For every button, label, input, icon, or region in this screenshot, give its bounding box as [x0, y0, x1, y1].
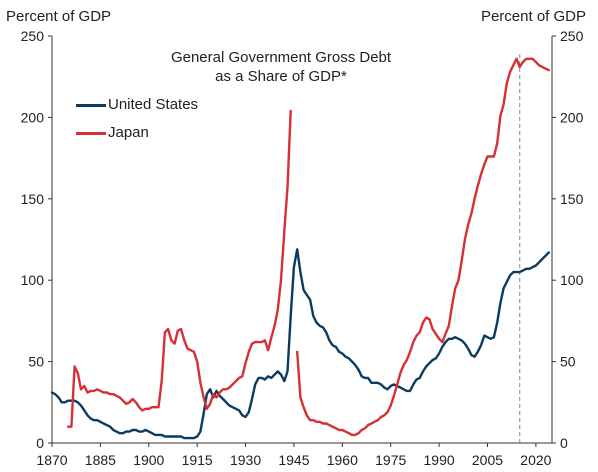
series-line-japan-segment-1	[66, 109, 292, 428]
x-tick-label: 1975	[375, 452, 406, 468]
y-tick-label-right: 150	[560, 191, 584, 207]
x-tick-label: 1885	[85, 452, 116, 468]
series-line-united-states	[50, 248, 550, 440]
right-axis-unit-label: Percent of GDP	[480, 8, 586, 25]
y-tick-label-right: 200	[560, 109, 584, 125]
y-tick-label-left: 150	[21, 191, 45, 207]
x-axis-ticks: 1870 1885 1900 1915 1930 1945 1960 1975 1990 2005…	[36, 443, 552, 468]
y-tick-label-left: 50	[28, 354, 44, 370]
chart-title: General Government Gross Debt	[170, 49, 392, 66]
y-axis-ticks: 0 0 50 50 100 100 150 150 200 200 250 250	[21, 28, 584, 451]
legend-swatch-united-states	[76, 104, 106, 107]
chart-subtitle: as a Share of GDP*	[215, 68, 347, 85]
y-tick-label-right: 100	[560, 272, 584, 288]
x-tick-label: 2005	[472, 452, 503, 468]
legend-label-japan: Japan	[108, 124, 149, 141]
y-tick-label-left: 250	[21, 28, 45, 44]
x-tick-label: 2020	[520, 452, 551, 468]
y-tick-label-left: 100	[21, 272, 45, 288]
x-tick-label: 1915	[182, 452, 213, 468]
y-tick-label-left: 0	[36, 435, 44, 451]
legend-swatch-japan	[76, 132, 106, 135]
series-line-japan-segment-2	[296, 57, 550, 437]
x-tick-label: 1870	[36, 452, 67, 468]
y-tick-label-left: 200	[21, 109, 45, 125]
series-lines	[50, 57, 550, 440]
x-tick-label: 1960	[327, 452, 358, 468]
x-tick-label: 1990	[424, 452, 455, 468]
y-tick-label-right: 0	[560, 435, 568, 451]
legend-label-united-states: United States	[108, 96, 199, 113]
y-tick-label-right: 50	[560, 354, 576, 370]
x-tick-label: 1900	[133, 452, 164, 468]
x-tick-label: 1945	[278, 452, 309, 468]
y-tick-label-right: 250	[560, 28, 584, 44]
x-tick-label: 1930	[230, 452, 261, 468]
left-axis-unit-label: Percent of GDP	[6, 8, 112, 25]
plot-frame	[51, 36, 553, 444]
